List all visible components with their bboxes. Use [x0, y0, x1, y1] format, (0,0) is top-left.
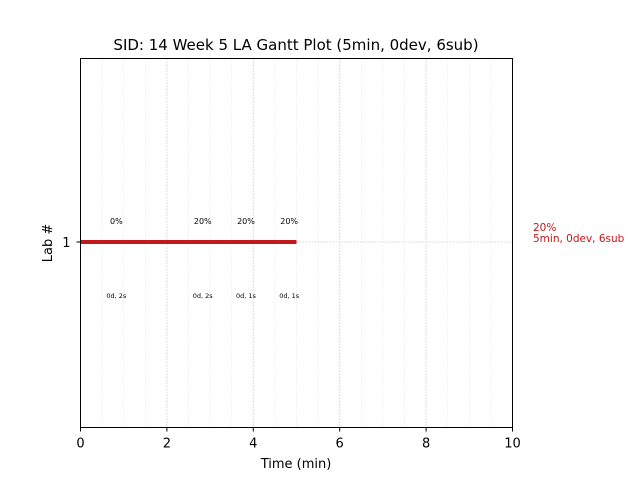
y-axis-ticks: 1 [62, 236, 81, 251]
bar-annotations: 0% 0d, 2s 20% 0d, 2s 20% 0d, 1s 20% 0d, 1s [106, 217, 299, 300]
chart-title: SID: 14 Week 5 LA Gantt Plot (5min, 0dev… [113, 36, 478, 54]
plot-frame [80, 58, 513, 428]
side-label-percent: 20% [533, 222, 556, 234]
annotation-percent: 0% [110, 217, 123, 226]
x-axis-ticks: 0 2 4 6 8 10 [76, 427, 521, 452]
x-axis-label: Time (min) [260, 457, 332, 472]
y-tick-label: 1 [62, 236, 70, 251]
annotation-duration: 0d, 2s [106, 292, 127, 300]
annotation-percent: 20% [280, 217, 298, 226]
x-tick-label: 4 [249, 437, 257, 452]
x-tick-label: 0 [76, 437, 84, 452]
side-label-summary: 5min, 0dev, 6sub [533, 233, 625, 245]
annotation-duration: 0d, 1s [279, 292, 300, 300]
annotation-duration: 0d, 2s [193, 292, 214, 300]
y-axis-label: Lab # [41, 224, 56, 263]
x-tick-label: 6 [336, 437, 344, 452]
x-tick-label: 8 [422, 437, 430, 452]
annotation-duration: 0d, 1s [236, 292, 257, 300]
annotation-percent: 20% [237, 217, 255, 226]
x-tick-label: 10 [504, 437, 521, 452]
x-tick-label: 2 [163, 437, 171, 452]
annotation-percent: 20% [194, 217, 212, 226]
